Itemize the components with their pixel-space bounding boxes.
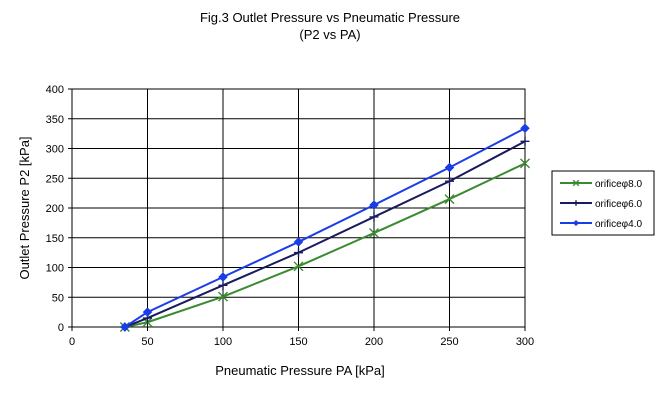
legend: orificeφ8.0 orificeφ6.0 orificeφ4.0 xyxy=(551,170,655,236)
y-axis-title: Outlet Pressure P2 [kPa] xyxy=(17,136,32,279)
x-axis-title: Pneumatic Pressure PA [kPa] xyxy=(215,363,385,378)
legend-marker xyxy=(572,219,580,227)
data-point xyxy=(444,162,455,173)
x-tick-label: 50 xyxy=(141,336,153,348)
y-tick-label: 0 xyxy=(58,322,64,334)
legend-marker xyxy=(573,200,579,206)
x-tick-label: 250 xyxy=(440,336,458,348)
y-tick-label: 400 xyxy=(46,84,64,96)
data-point xyxy=(293,237,304,247)
y-tick-label: 300 xyxy=(46,144,64,156)
data-point xyxy=(293,261,304,272)
series-group xyxy=(120,136,530,332)
y-tick-label: 150 xyxy=(46,233,64,245)
data-point xyxy=(218,272,228,282)
y-tick-labels: 0 50 100 150 200 250 300 350 400 xyxy=(46,84,64,334)
data-point xyxy=(369,200,379,210)
legend-label: orificeφ4.0 xyxy=(595,219,642,230)
data-point xyxy=(444,194,455,205)
data-point xyxy=(142,307,153,317)
data-point xyxy=(445,176,454,186)
data-point xyxy=(119,322,130,332)
data-point xyxy=(218,280,228,290)
data-point xyxy=(369,227,379,238)
y-tick-label: 200 xyxy=(46,203,64,215)
grid xyxy=(68,88,526,331)
x-tick-labels: 0 50 100 150 200 250 300 xyxy=(69,336,534,348)
data-point xyxy=(520,136,530,146)
data-point xyxy=(520,123,530,134)
x-tick-label: 0 xyxy=(69,336,75,348)
x-tick-label: 100 xyxy=(214,336,232,348)
series-group xyxy=(119,123,530,332)
data-point xyxy=(218,291,228,302)
data-point xyxy=(294,248,303,258)
chart-subtitle: (P2 vs PA) xyxy=(299,27,360,42)
legend-label: orificeφ6.0 xyxy=(595,199,642,210)
x-tick-label: 200 xyxy=(365,336,383,348)
y-tick-label: 100 xyxy=(46,263,64,275)
legend-label: orificeφ8.0 xyxy=(595,179,642,190)
legend-marker xyxy=(572,179,580,187)
y-tick-label: 350 xyxy=(46,114,64,126)
x-tick-label: 300 xyxy=(516,336,534,348)
chart-title: Fig.3 Outlet Pressure vs Pneumatic Press… xyxy=(200,10,460,25)
series-group xyxy=(119,123,530,332)
y-tick-label: 50 xyxy=(52,292,64,304)
x-tick-label: 150 xyxy=(289,336,307,348)
data-point xyxy=(520,158,530,169)
data-point xyxy=(369,212,379,222)
y-tick-label: 250 xyxy=(46,173,64,185)
